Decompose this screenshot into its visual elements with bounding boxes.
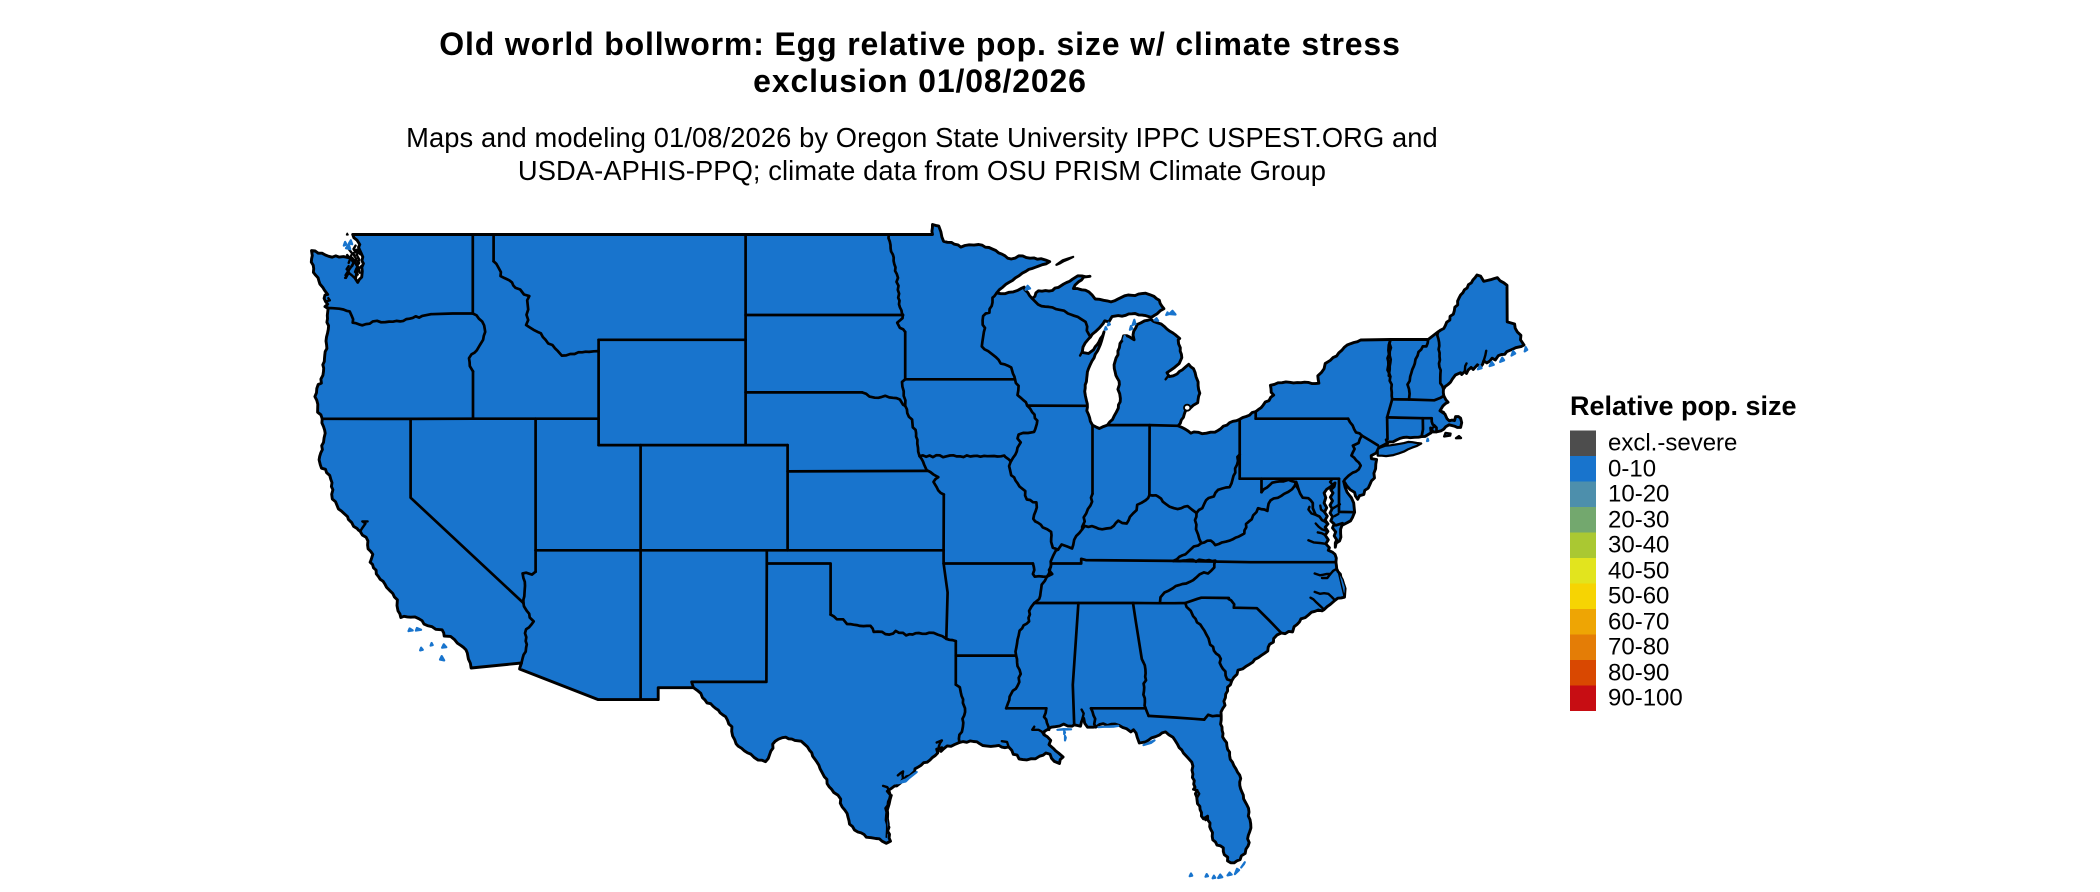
- svg-text:80-90: 80-90: [1608, 659, 1669, 686]
- svg-text:excl.-severe: excl.-severe: [1608, 430, 1737, 457]
- svg-text:Relative pop. size: Relative pop. size: [1570, 391, 1797, 421]
- svg-text:40-50: 40-50: [1608, 557, 1669, 584]
- svg-text:60-70: 60-70: [1608, 608, 1669, 635]
- svg-text:0-10: 0-10: [1608, 455, 1656, 482]
- svg-text:90-100: 90-100: [1608, 685, 1683, 712]
- svg-text:30-40: 30-40: [1608, 532, 1669, 559]
- svg-text:20-30: 20-30: [1608, 506, 1669, 533]
- svg-text:10-20: 10-20: [1608, 481, 1669, 508]
- svg-text:50-60: 50-60: [1608, 583, 1669, 610]
- svg-text:70-80: 70-80: [1608, 634, 1669, 661]
